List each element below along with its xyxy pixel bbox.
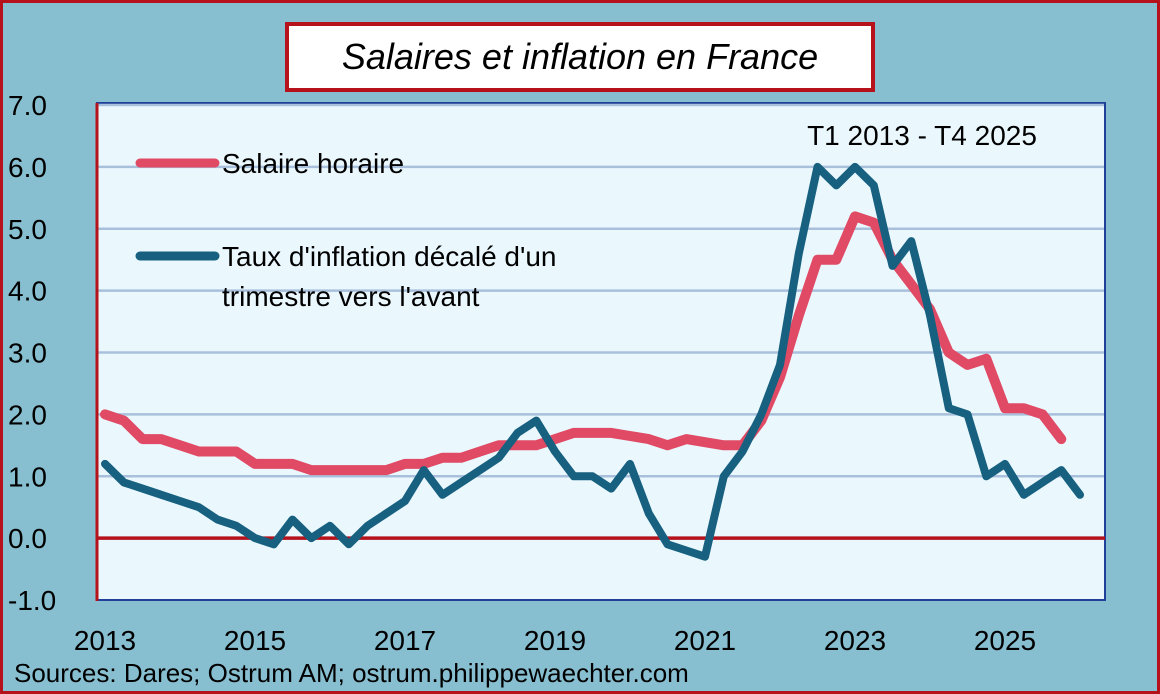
series-lines [100,162,1084,561]
y-tick-label: 0.0 [8,523,47,554]
legend-label-inflation-line2: trimestre vers l'avant [222,281,480,312]
legend: Salaire horaire Taux d'inflation décalé … [135,148,556,312]
x-tick-label: 2023 [824,625,886,656]
x-tick-label: 2025 [974,625,1036,656]
y-tick-label: -1.0 [8,585,56,616]
x-tick-label: 2017 [374,625,436,656]
x-tick-label: 2021 [674,625,736,656]
series-line-salaire-horaire [100,211,1067,476]
y-tick-label: 2.0 [8,399,47,430]
legend-label-inflation-line1: Taux d'inflation décalé d'un [222,241,556,272]
y-tick-label: 1.0 [8,461,47,492]
y-tick-label: 7.0 [8,90,47,121]
source-note: Sources: Dares; Ostrum AM; ostrum.philip… [14,658,689,688]
y-tick-label: 3.0 [8,338,47,369]
period-annotation: T1 2013 - T4 2025 [807,120,1037,151]
x-tick-label: 2019 [524,625,586,656]
y-tick-label: 4.0 [8,276,47,307]
y-tick-labels: 7.0 6.0 5.0 4.0 3.0 2.0 1.0 0.0 -1.0 [8,90,56,616]
x-tick-label: 2013 [74,625,136,656]
legend-label-salaire: Salaire horaire [222,148,404,179]
x-tick-labels: 2013 2015 2017 2019 2021 2023 2025 [74,625,1036,656]
title-box [285,22,875,92]
y-tick-label: 5.0 [8,214,47,245]
y-tick-label: 6.0 [8,152,47,183]
chart-title: Salaires et inflation en France [342,36,818,77]
x-tick-label: 2015 [224,625,286,656]
